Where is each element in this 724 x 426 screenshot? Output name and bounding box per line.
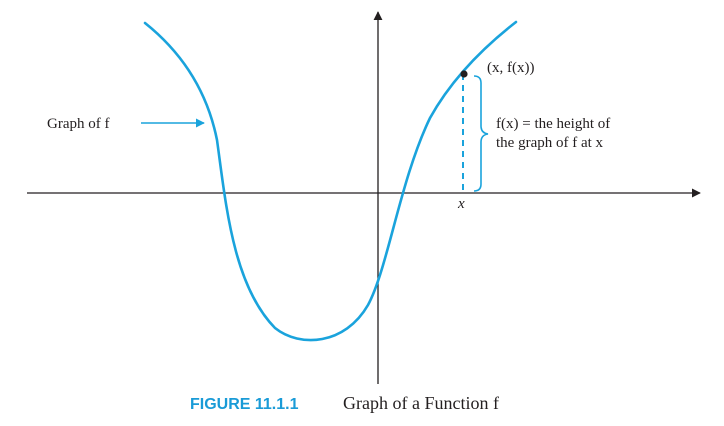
figure-number: FIGURE 11.1.1 (190, 396, 299, 413)
height-brace (473, 75, 489, 192)
point-label: (x, f(x)) (487, 60, 534, 76)
figure-title: Graph of a Function f (343, 393, 499, 413)
function-curve (143, 20, 518, 342)
curve-label: Graph of f (47, 116, 109, 132)
x-marker-label: x (457, 196, 465, 212)
point-marker (460, 70, 468, 78)
height-label-line2: the graph of f at x (496, 135, 604, 151)
height-label-line1: f(x) = the height of (496, 116, 610, 132)
